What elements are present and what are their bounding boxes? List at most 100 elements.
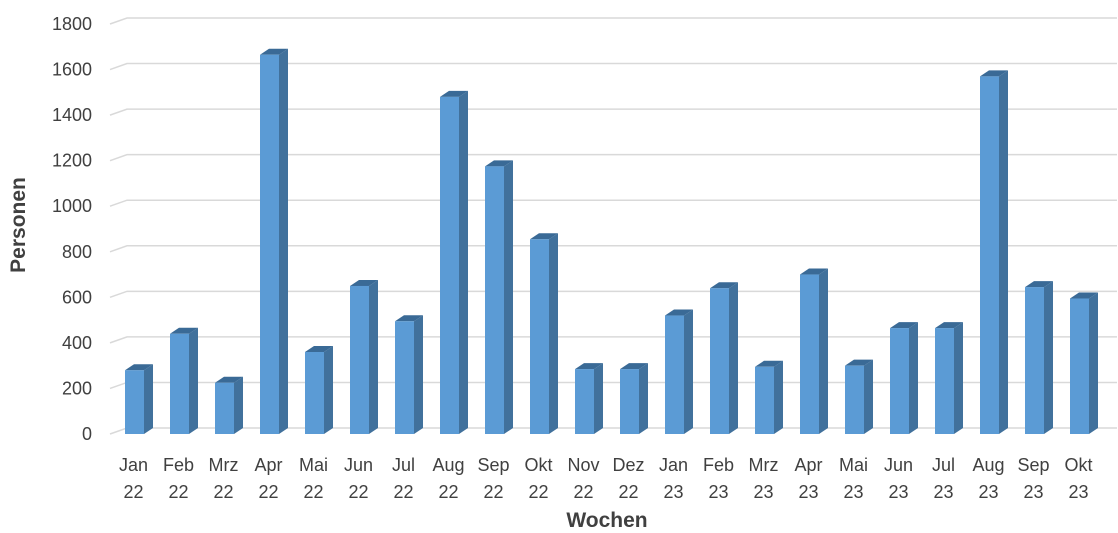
y-axis-title: Personen (7, 177, 30, 273)
x-tick-label: Sep 23 (1017, 455, 1049, 502)
bar (305, 346, 333, 434)
y-axis-ticks: 0 200 400 600 800 1000 1200 1400 1600 1800 (52, 14, 92, 444)
x-tick-label: Jul 22 (392, 455, 415, 502)
bar-side (774, 360, 783, 434)
y-tick-label: 600 (62, 287, 92, 307)
x-tick-label: Mai 22 (299, 455, 328, 502)
gridline (109, 199, 1117, 207)
bar-top (1025, 281, 1053, 288)
bar-side (414, 315, 423, 434)
bar-side (864, 359, 873, 434)
bar-front (800, 274, 819, 434)
bar-side (639, 363, 648, 434)
bar-side (594, 363, 603, 434)
gridline (109, 108, 1117, 116)
gridlines (109, 17, 1117, 435)
y-tick-label: 400 (62, 333, 92, 353)
bar-top (485, 160, 513, 167)
bar-front (935, 328, 954, 434)
bar-top (845, 359, 873, 366)
bar-front (980, 76, 999, 434)
bar-side (549, 233, 558, 434)
x-tick-label: Jan 23 (659, 455, 688, 502)
x-tick-label: Apr 23 (794, 455, 822, 502)
bar-top (935, 322, 963, 329)
bar-side (279, 48, 288, 434)
bar-front (395, 321, 414, 434)
y-tick-label: 800 (62, 242, 92, 262)
gridline (109, 153, 1117, 162)
bar-front (170, 333, 189, 434)
bar (665, 309, 693, 434)
bar-front (845, 365, 864, 434)
x-tick-label: Nov 22 (567, 455, 599, 502)
bar (710, 282, 738, 434)
bar (530, 233, 558, 434)
bar (350, 279, 378, 434)
y-tick-label: 1600 (52, 60, 92, 80)
bar-front (710, 288, 729, 434)
x-tick-label: Feb 22 (163, 455, 194, 502)
x-axis-ticks: Jan 22 Feb 22 Mrz 22 Apr 22 Mai 22 Jun 22 Jul 22 Aug 22… (119, 455, 1093, 502)
bar-front (260, 54, 279, 434)
bar-top (215, 376, 243, 383)
bar (755, 360, 783, 434)
bar (485, 160, 513, 434)
bar-front (890, 328, 909, 434)
bar (395, 315, 423, 434)
x-tick-label: Aug 22 (432, 455, 464, 502)
gridline (109, 245, 1117, 253)
y-tick-label: 1800 (52, 14, 92, 34)
bar-top (305, 346, 333, 352)
bar-side (1044, 281, 1053, 434)
y-tick-label: 200 (62, 378, 92, 398)
bar (125, 364, 153, 434)
bar (260, 48, 288, 434)
bar-top (170, 327, 198, 334)
bar (440, 90, 468, 434)
bar-side (1089, 292, 1098, 434)
y-tick-label: 1200 (52, 151, 92, 171)
bar-side (954, 322, 963, 434)
bar-top (530, 233, 558, 240)
bar-top (440, 90, 468, 97)
bar-side (189, 327, 198, 434)
bar-top (125, 364, 153, 371)
bar-side (459, 90, 468, 434)
bar (1025, 281, 1053, 434)
bar (935, 322, 963, 434)
x-tick-label: Apr 22 (254, 455, 282, 502)
x-tick-label: Jan 22 (119, 455, 148, 502)
bar (1070, 292, 1098, 434)
bar-top (350, 279, 378, 286)
x-tick-label: Jun 23 (884, 455, 913, 502)
x-tick-label: Jul 23 (932, 455, 955, 502)
bar (215, 376, 243, 434)
bar (575, 363, 603, 434)
bar-front (1070, 298, 1089, 434)
x-tick-label: Okt 23 (1064, 455, 1092, 502)
x-tick-label: Dez 22 (612, 455, 644, 502)
bar-top (620, 363, 648, 370)
x-tick-label: Okt 22 (524, 455, 552, 502)
y-tick-label: 1400 (52, 105, 92, 125)
bar-front (125, 370, 144, 434)
bar (845, 359, 873, 434)
bar-side (144, 364, 153, 434)
bar-front (620, 369, 639, 434)
bar-top (665, 309, 693, 316)
bar (800, 268, 828, 434)
bar-top (980, 70, 1008, 77)
gridline (109, 336, 1117, 344)
x-tick-label: Mrz 22 (209, 455, 239, 502)
bar (170, 327, 198, 434)
bar-side (729, 282, 738, 434)
bar-front (1025, 287, 1044, 434)
bar-side (684, 309, 693, 434)
bar-front (665, 315, 684, 434)
bar-top (890, 322, 918, 329)
bar-side (234, 376, 243, 434)
bars (125, 48, 1098, 434)
y-tick-label: 1000 (52, 196, 92, 216)
bar-top (755, 360, 783, 367)
